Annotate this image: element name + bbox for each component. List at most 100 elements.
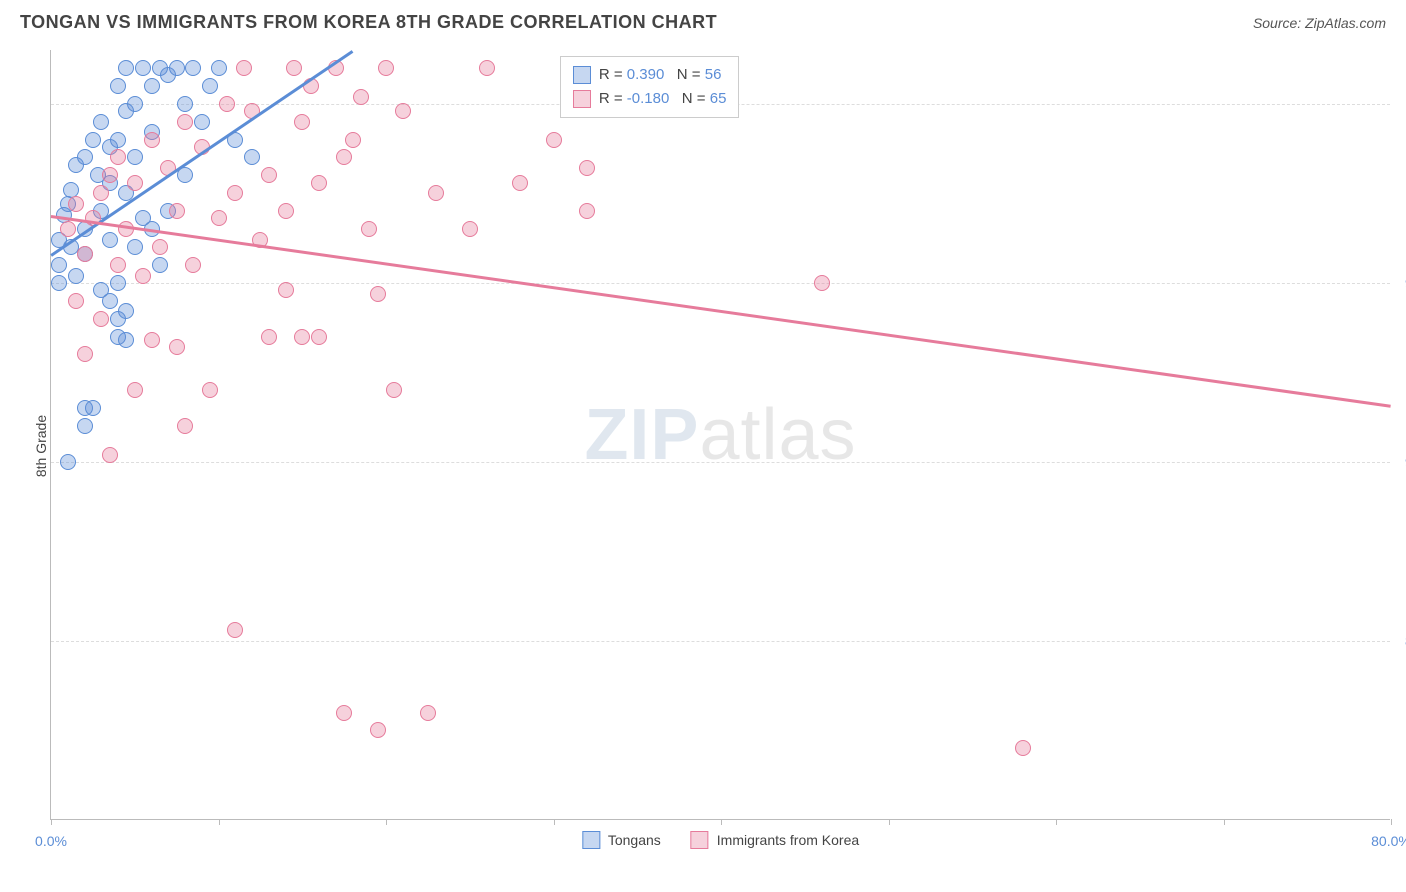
- ytick-label: 95.0%: [1395, 275, 1406, 291]
- scatter-point: [386, 382, 402, 398]
- scatter-point: [261, 167, 277, 183]
- xtick-mark: [554, 819, 555, 825]
- scatter-point: [93, 114, 109, 130]
- xtick-mark: [219, 819, 220, 825]
- scatter-point: [102, 232, 118, 248]
- legend-bottom-item: Tongans: [582, 831, 661, 849]
- scatter-point: [353, 89, 369, 105]
- scatter-point: [370, 286, 386, 302]
- xtick-mark: [51, 819, 52, 825]
- legend-stats-text: R = 0.390 N = 56: [599, 63, 722, 87]
- scatter-point: [378, 60, 394, 76]
- y-axis-title: 8th Grade: [33, 415, 49, 477]
- source-label: Source: ZipAtlas.com: [1253, 15, 1386, 31]
- scatter-point: [144, 78, 160, 94]
- scatter-point: [152, 239, 168, 255]
- scatter-point: [77, 246, 93, 262]
- gridline-h: [51, 283, 1390, 284]
- scatter-point: [177, 96, 193, 112]
- trend-line: [50, 50, 353, 256]
- scatter-point: [68, 196, 84, 212]
- scatter-point: [311, 175, 327, 191]
- scatter-point: [93, 185, 109, 201]
- legend-swatch: [573, 90, 591, 108]
- xtick-mark: [721, 819, 722, 825]
- plot-area: ZIPatlas 85.0%90.0%95.0%100.0%0.0%80.0%R…: [50, 50, 1390, 820]
- scatter-point: [118, 303, 134, 319]
- scatter-point: [68, 293, 84, 309]
- scatter-point: [51, 275, 67, 291]
- xtick-label: 0.0%: [35, 833, 67, 849]
- xtick-mark: [1391, 819, 1392, 825]
- scatter-point: [144, 132, 160, 148]
- scatter-point: [152, 257, 168, 273]
- scatter-point: [244, 149, 260, 165]
- scatter-point: [1015, 740, 1031, 756]
- scatter-point: [135, 60, 151, 76]
- scatter-point: [294, 329, 310, 345]
- xtick-label: 80.0%: [1371, 833, 1406, 849]
- scatter-point: [169, 60, 185, 76]
- legend-stats: R = 0.390 N = 56R = -0.180 N = 65: [560, 56, 740, 118]
- scatter-point: [211, 60, 227, 76]
- scatter-point: [579, 203, 595, 219]
- scatter-point: [85, 400, 101, 416]
- scatter-point: [77, 346, 93, 362]
- scatter-point: [177, 418, 193, 434]
- scatter-point: [185, 60, 201, 76]
- scatter-point: [395, 103, 411, 119]
- scatter-point: [102, 167, 118, 183]
- scatter-point: [462, 221, 478, 237]
- scatter-point: [135, 268, 151, 284]
- scatter-point: [479, 60, 495, 76]
- watermark: ZIPatlas: [584, 394, 856, 476]
- scatter-point: [202, 78, 218, 94]
- scatter-point: [60, 221, 76, 237]
- scatter-point: [102, 293, 118, 309]
- scatter-point: [278, 203, 294, 219]
- scatter-point: [177, 114, 193, 130]
- scatter-point: [118, 332, 134, 348]
- legend-stats-row: R = -0.180 N = 65: [573, 87, 727, 111]
- trend-line: [51, 215, 1391, 407]
- scatter-point: [77, 149, 93, 165]
- scatter-point: [361, 221, 377, 237]
- ytick-label: 85.0%: [1395, 633, 1406, 649]
- scatter-point: [127, 149, 143, 165]
- scatter-point: [93, 311, 109, 327]
- legend-bottom-label: Immigrants from Korea: [717, 832, 859, 848]
- scatter-point: [294, 114, 310, 130]
- scatter-point: [110, 78, 126, 94]
- gridline-h: [51, 462, 1390, 463]
- legend-bottom-label: Tongans: [608, 832, 661, 848]
- scatter-point: [185, 257, 201, 273]
- scatter-point: [144, 332, 160, 348]
- scatter-point: [286, 60, 302, 76]
- scatter-point: [227, 622, 243, 638]
- ytick-label: 100.0%: [1395, 96, 1406, 112]
- scatter-point: [261, 329, 277, 345]
- scatter-point: [51, 257, 67, 273]
- legend-swatch: [582, 831, 600, 849]
- scatter-point: [118, 103, 134, 119]
- scatter-point: [77, 418, 93, 434]
- scatter-point: [110, 149, 126, 165]
- scatter-point: [118, 60, 134, 76]
- scatter-point: [512, 175, 528, 191]
- scatter-point: [127, 175, 143, 191]
- scatter-point: [169, 203, 185, 219]
- scatter-point: [236, 60, 252, 76]
- scatter-point: [227, 185, 243, 201]
- xtick-mark: [386, 819, 387, 825]
- scatter-point: [546, 132, 562, 148]
- scatter-point: [420, 705, 436, 721]
- scatter-point: [370, 722, 386, 738]
- legend-stats-row: R = 0.390 N = 56: [573, 63, 727, 87]
- scatter-point: [278, 282, 294, 298]
- xtick-mark: [1056, 819, 1057, 825]
- scatter-point: [311, 329, 327, 345]
- xtick-mark: [1224, 819, 1225, 825]
- gridline-h: [51, 641, 1390, 642]
- legend-stats-text: R = -0.180 N = 65: [599, 87, 727, 111]
- scatter-point: [428, 185, 444, 201]
